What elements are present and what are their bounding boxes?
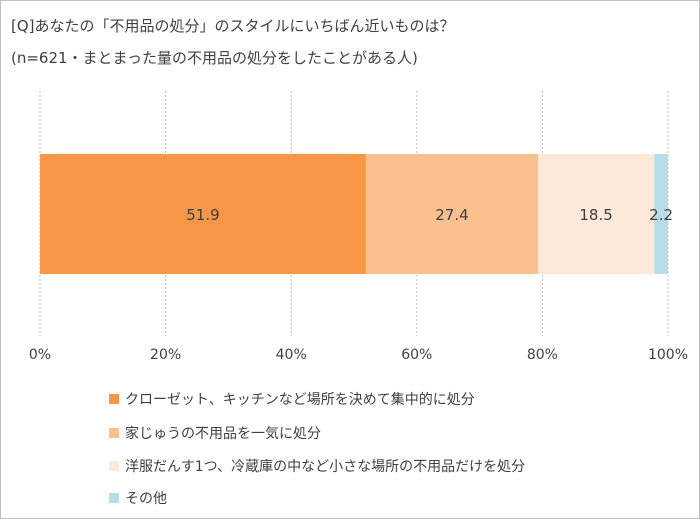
- legend-item: その他: [109, 488, 167, 508]
- data-label: 27.4: [435, 206, 468, 224]
- data-label: 51.9: [186, 206, 219, 224]
- legend-swatch: [109, 428, 119, 438]
- bar-segment: [40, 154, 366, 274]
- plot-area: 0% 20% 40% 60% 80% 100% 51.9 27.4 18.5 2.2: [29, 91, 688, 363]
- legend-item: クローゼット、キッチンなど場所を決めて集中的に処分: [109, 389, 475, 409]
- legend-label: その他: [125, 491, 167, 507]
- bar-segment: [538, 154, 655, 274]
- legend-item: 家じゅうの不用品を一気に処分: [109, 423, 321, 443]
- tick-label: 60%: [401, 347, 432, 363]
- legend-item: 洋服だんす1つ、冷蔵庫の中など小さな場所の不用品だけを処分: [109, 456, 525, 476]
- bar-segment: [365, 154, 539, 274]
- tick-label: 0%: [29, 347, 51, 363]
- legend-swatch: [109, 394, 119, 404]
- tick-label: 100%: [648, 347, 688, 363]
- tick-label: 20%: [150, 347, 181, 363]
- legend-label: 洋服だんす1つ、冷蔵庫の中など小さな場所の不用品だけを処分: [125, 459, 526, 475]
- chart-title: [Q]あなたの「不用品の処分」のスタイルにいちばん近いものは？: [11, 17, 455, 35]
- chart-subtitle: (n=621・まとまった量の不用品の処分をしたことがある人): [11, 49, 418, 67]
- tick-label: 40%: [276, 347, 307, 363]
- data-label: 2.2: [649, 206, 673, 224]
- legend-label: 家じゅうの不用品を一気に処分: [125, 426, 321, 442]
- data-label: 18.5: [579, 206, 612, 224]
- legend-swatch: [109, 461, 119, 471]
- legend-swatch: [109, 493, 119, 503]
- bar-segment: [654, 154, 668, 274]
- legend-label: クローゼット、キッチンなど場所を決めて集中的に処分: [125, 392, 475, 408]
- tick-label: 80%: [527, 347, 558, 363]
